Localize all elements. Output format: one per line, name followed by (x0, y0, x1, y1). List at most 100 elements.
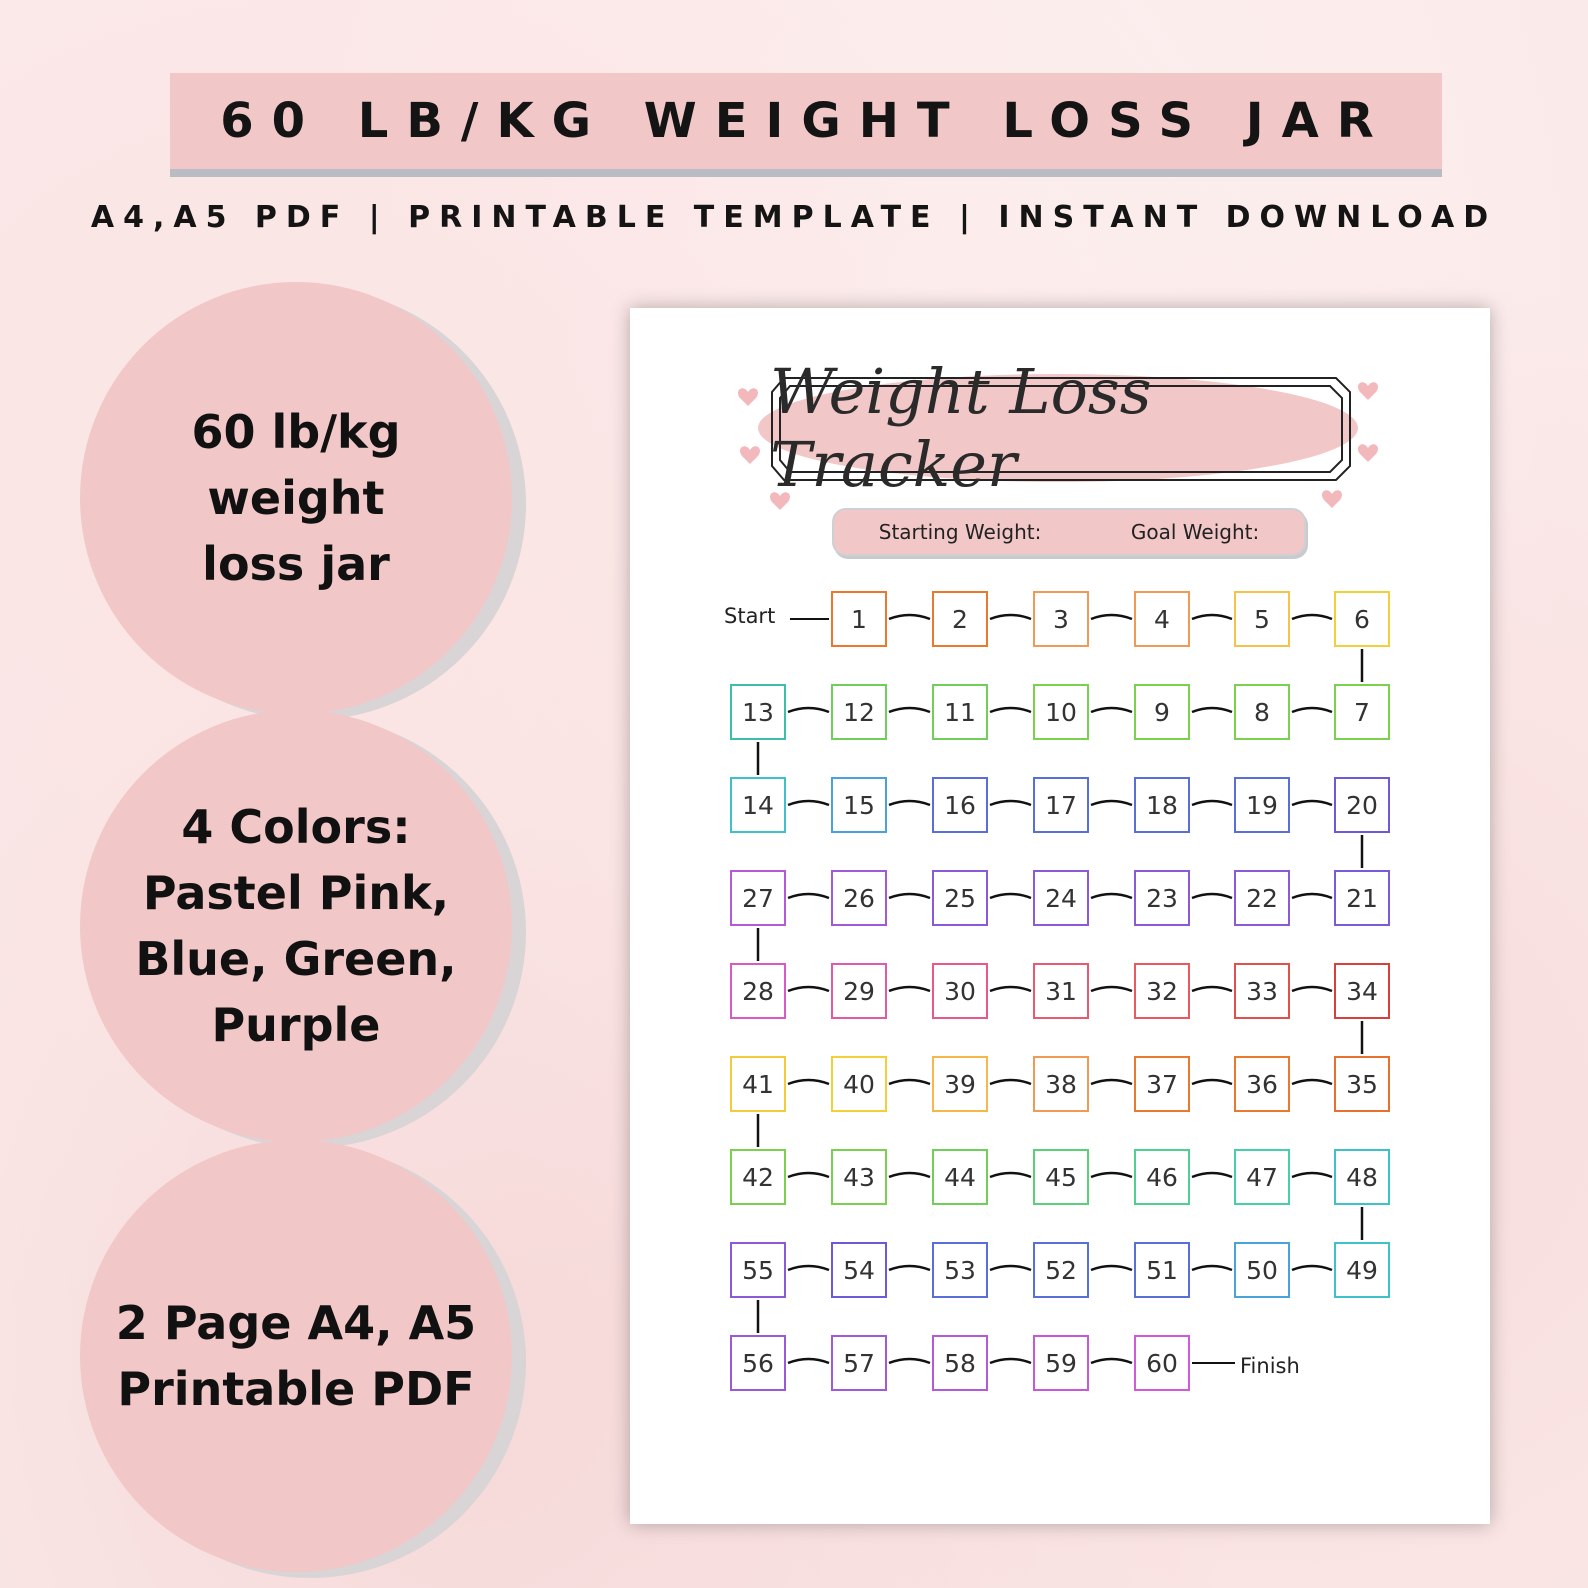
connector-arrow (1090, 1171, 1133, 1179)
connector-arrow (888, 706, 931, 714)
tracker-cell: 2 (932, 591, 988, 647)
tracker-cell: 20 (1334, 777, 1390, 833)
tracker-cell: 51 (1134, 1242, 1190, 1298)
tracker-cell: 33 (1234, 963, 1290, 1019)
tracker-cell: 30 (932, 963, 988, 1019)
tracker-cell: 10 (1033, 684, 1089, 740)
connector-arrow (787, 892, 830, 900)
tracker-cell-number: 34 (1346, 976, 1378, 1006)
connector-arrow (1090, 1078, 1133, 1086)
feature-circle-pages: 2 Page A4, A5 Printable PDF (80, 1140, 512, 1572)
connector-arrow (787, 799, 830, 807)
tracker-cell: 29 (831, 963, 887, 1019)
tracker-cell-number: 20 (1346, 790, 1378, 820)
connector-arrow (989, 1078, 1032, 1086)
tracker-cell: 55 (730, 1242, 786, 1298)
tracker-cell: 36 (1234, 1056, 1290, 1112)
connector-arrow (1291, 706, 1333, 714)
tracker-cell: 37 (1134, 1056, 1190, 1112)
tracker-title-plate: Weight Loss Tracker (770, 355, 1346, 501)
finish-label: Finish (1240, 1354, 1300, 1378)
tracker-cell: 21 (1334, 870, 1390, 926)
tracker-cell-number: 12 (843, 697, 875, 727)
feature-text: 60 lb/kg weight loss jar (191, 405, 401, 591)
connector-arrow (989, 1357, 1032, 1365)
connector-arrow (888, 892, 931, 900)
tracker-cell-number: 11 (944, 697, 976, 727)
tracker-cell: 28 (730, 963, 786, 1019)
tracker-cell-number: 26 (843, 883, 875, 913)
tracker-cell-number: 6 (1354, 604, 1370, 634)
connector-arrow (989, 799, 1032, 807)
tracker-cell: 56 (730, 1335, 786, 1391)
tracker-decor (738, 374, 1378, 1365)
tracker-cell: 39 (932, 1056, 988, 1112)
connector-arrow (787, 1171, 830, 1179)
tracker-cell-number: 9 (1154, 697, 1170, 727)
tracker-cell-number: 30 (944, 976, 976, 1006)
tracker-cell-number: 21 (1346, 883, 1378, 913)
tracker-cell-number: 43 (843, 1162, 875, 1192)
tracker-cell-number: 47 (1246, 1162, 1278, 1192)
tracker-cell: 50 (1234, 1242, 1290, 1298)
connector-arrow (1291, 1171, 1333, 1179)
connector-arrow (1191, 1078, 1233, 1086)
connector-arrow (1191, 706, 1233, 714)
tracker-cell: 3 (1033, 591, 1089, 647)
tracker-cell: 54 (831, 1242, 887, 1298)
tracker-cell: 57 (831, 1335, 887, 1391)
tracker-cell: 27 (730, 870, 786, 926)
tracker-cell: 31 (1033, 963, 1089, 1019)
tracker-cell: 17 (1033, 777, 1089, 833)
tracker-cell-number: 55 (742, 1255, 774, 1285)
tracker-cell: 48 (1334, 1149, 1390, 1205)
heart-icons (738, 382, 1378, 510)
tracker-cell: 58 (932, 1335, 988, 1391)
start-label: Start (724, 604, 776, 628)
tracker-cell-number: 54 (843, 1255, 875, 1285)
tracker-cell: 40 (831, 1056, 887, 1112)
starting-weight-label: Starting Weight: (878, 520, 1042, 544)
tracker-cell-number: 23 (1146, 883, 1178, 913)
tracker-cell: 53 (932, 1242, 988, 1298)
tracker-cell-number: 18 (1146, 790, 1178, 820)
tracker-cell: 23 (1134, 870, 1190, 926)
tracker-cell-number: 38 (1045, 1069, 1077, 1099)
connector-arrow (888, 985, 931, 993)
tracker-cell-number: 42 (742, 1162, 774, 1192)
weight-bar: Starting Weight: Goal Weight: (832, 508, 1306, 556)
title-frame (758, 374, 1358, 482)
tracker-cell-number: 50 (1246, 1255, 1278, 1285)
connector-arrow (1090, 1264, 1133, 1272)
tracker-cell-number: 27 (742, 883, 774, 913)
tracker-cell: 38 (1033, 1056, 1089, 1112)
connector-arrow (888, 799, 931, 807)
connector-arrow (1291, 892, 1333, 900)
tracker-cell: 41 (730, 1056, 786, 1112)
tracker-cell-number: 58 (944, 1348, 976, 1378)
tracker-cell-number: 31 (1045, 976, 1077, 1006)
tracker-cell-number: 44 (944, 1162, 976, 1192)
tracker-cell: 7 (1334, 684, 1390, 740)
tracker-cell: 8 (1234, 684, 1290, 740)
tracker-cell-number: 46 (1146, 1162, 1178, 1192)
tracker-cell-number: 19 (1246, 790, 1278, 820)
header-banner: 60 LB/KG WEIGHT LOSS JAR (170, 73, 1442, 169)
tracker-cell-number: 36 (1246, 1069, 1278, 1099)
connector-arrow (1191, 892, 1233, 900)
tracker-cell-number: 4 (1154, 604, 1170, 634)
connector-arrow (1090, 613, 1133, 621)
tracker-cell: 43 (831, 1149, 887, 1205)
tracker-cell-number: 33 (1246, 976, 1278, 1006)
connector-arrow (1090, 706, 1133, 714)
tracker-cell: 1 (831, 591, 887, 647)
tracker-cell-number: 29 (843, 976, 875, 1006)
connector-arrow (888, 1078, 931, 1086)
tracker-cell-number: 39 (944, 1069, 976, 1099)
connector-arrow (1090, 892, 1133, 900)
tracker-cell-number: 10 (1045, 697, 1077, 727)
tracker-cell: 52 (1033, 1242, 1089, 1298)
tracker-cell-number: 3 (1053, 604, 1069, 634)
tracker-cell: 59 (1033, 1335, 1089, 1391)
tracker-cell: 46 (1134, 1149, 1190, 1205)
